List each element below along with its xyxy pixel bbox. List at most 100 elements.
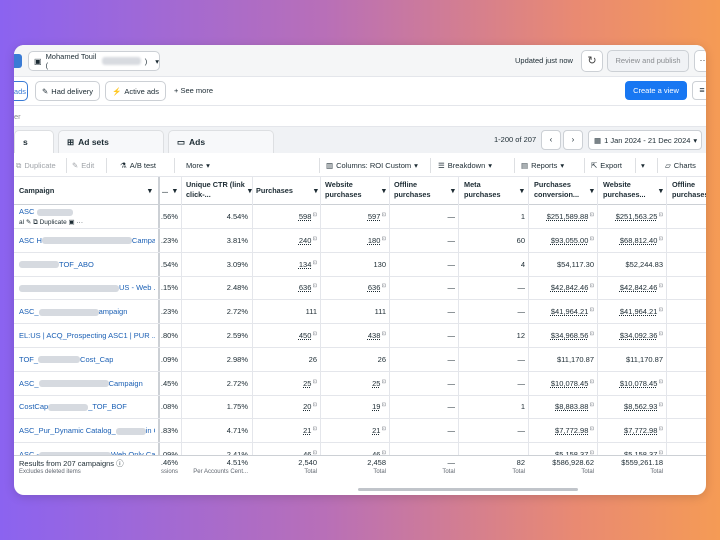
prev-page-button[interactable]: ‹ [541,130,561,150]
cell-value: $34,092.36 [619,331,658,340]
campaign-name[interactable]: EL:US | ACQ_Prospecting ASC1 | PUR ... [19,331,155,340]
sort-icon[interactable]: ▾ [520,186,524,195]
table-row[interactable]: ASC -Web Only Campaign.09%2.41%46 ⊡46 ⊡—… [14,443,706,455]
row-duplicate-button[interactable]: Duplicate [39,219,67,226]
campaign-name[interactable]: ASC H Campaign Web+... [19,236,155,245]
grid-icon: ⊞ [67,136,75,147]
sort-icon[interactable]: ▾ [148,186,152,195]
account-selector[interactable]: ▣ Mohamed Touil ( ) ▾ [28,51,160,71]
tab-ads[interactable]: ▭ Ads [168,130,274,153]
column-header-website-purchases[interactable]: Website purchases [325,180,362,199]
create-view-button[interactable]: Create a view [625,81,687,100]
sort-icon[interactable]: ▾ [248,186,252,195]
table-row[interactable]: TOF_ABO .54% 3.09% 134 ⊡ 130 — 4 $54,117.30 $52,… [14,253,706,277]
column-divider [458,177,459,455]
cell-web_value: $11,170.87 [602,355,663,364]
compare-icon[interactable]: ▣ [68,219,75,226]
tab-campaigns[interactable]: s [14,130,54,153]
table-row[interactable]: CostCap _TOF_BOF .08% 1.75% 20 ⊡ 19 ⊡ —1 $8,883… [14,395,706,420]
campaign-name[interactable]: ASC_ Campaign [19,379,143,388]
next-page-button[interactable]: › [563,130,583,150]
more-button[interactable]: More ▾ [186,157,210,174]
sort-icon[interactable]: ▾ [314,186,318,195]
refresh-button[interactable]: ↻ [581,50,603,72]
cell-offline: — [447,331,456,340]
sort-icon[interactable]: ▾ [173,186,177,195]
cell-offline: — [447,259,456,269]
cell-meta: — [517,450,526,455]
column-header-meta-purchases[interactable]: Meta purchases [464,180,501,199]
column-header-unique-ctr[interactable]: Unique CTR (link click-... [186,180,245,199]
cell-offline: — [447,450,456,455]
column-header-purchases[interactable]: Purchases [256,186,293,195]
columns-button[interactable]: ▥ Columns: ROI Custom ▾ [326,157,418,174]
campaign-name[interactable]: ASC - Web Only Campaign [19,450,155,455]
cell-value: $251,563.25 [615,212,658,221]
horizontal-scrollbar[interactable] [358,488,578,491]
duplicate-icon[interactable]: ⧉ [33,219,38,226]
sidebar-toggle[interactable] [14,54,22,68]
tab-ad-sets[interactable]: ⊞ Ad sets [58,130,164,153]
cell-value: 450 [298,331,312,340]
date-range-picker[interactable]: ▦ 1 Jan 2024 - 21 Dec 2024 ▾ [588,130,702,150]
row-more-button[interactable]: ··· [76,219,84,226]
table-row[interactable]: ASC HCampaign Web+....23%3.81%240 ⊡180 ⊡… [14,229,706,253]
cell-ctr: 2.72% [226,378,248,388]
charts-button[interactable]: ▱ Charts [665,157,696,174]
more-options-button[interactable]: ··· [694,50,706,72]
ab-test-label: A/B test [129,161,156,170]
export-button[interactable]: ⇱ Export [591,157,622,174]
column-header-offline-purchases[interactable]: Offline purchases [394,180,431,199]
chevron-down-icon: ▾ [693,135,698,145]
redacted-text [48,403,89,411]
export-icon: ⇱ [591,161,598,170]
review-publish-button[interactable]: Review and publish [607,50,689,72]
reports-button[interactable]: ▤ Reports ▾ [521,157,564,174]
ab-test-button[interactable]: ⚗ A/B test [120,157,156,174]
info-marker-icon: ⊡ [311,450,317,455]
info-marker-icon: ⊡ [657,450,663,455]
sort-icon[interactable]: ▾ [382,186,386,195]
edit-button[interactable]: ✎ Edit [72,157,94,174]
sort-icon[interactable]: ▾ [451,186,455,195]
table-row[interactable]: ASC_ ampaign .23% 2.72% 111 111 — — $41,964.21 ⊡… [14,300,706,325]
column-header-website-purchases-value[interactable]: Website purchases... [603,180,646,199]
view-settings-button[interactable]: ≡ [692,81,706,100]
table-row[interactable]: EL:US | ACQ_Prospecting ASC1 | PUR ... .8… [14,324,706,348]
campaign-name[interactable]: ASC_ ampaign [19,307,127,316]
cell-meta: 1 [520,402,525,412]
search-filter-input[interactable]: er [14,105,706,127]
column-header-partial[interactable]: ... [162,186,169,195]
pencil-icon[interactable]: ✎ [25,219,32,226]
column-header-offline-purchases-2[interactable]: Offline purchases [672,180,706,199]
campaign-name[interactable]: US - Web ... [19,283,155,292]
export-menu-button[interactable]: ▾ [641,157,645,174]
breakdown-label: Breakdown [447,161,486,170]
table-row[interactable]: TOF_ Cost_Cap .09% 2.98% 26 26 — — $11,170.87 $11… [14,348,706,372]
results-summary: Results from 207 campaigns ⓘ [19,458,124,469]
sort-icon[interactable]: ▾ [659,186,663,195]
filter-chip-ads[interactable]: ads [14,81,28,101]
duplicate-button[interactable]: ⧉ Duplicate [16,157,56,174]
sort-icon[interactable]: ▾ [590,186,594,195]
campaign-name[interactable]: ASC_Pur_Dynamic Catalog_ in C... [19,426,155,435]
table-row[interactable]: ASC_Pur_Dynamic Catalog_ in C... .83% 4.71%… [14,419,706,444]
see-more-button[interactable]: + See more [174,86,213,95]
campaign-name[interactable]: TOF_ABO [19,260,94,269]
table-row[interactable]: US - Web ....15%2.48%636 ⊡636 ⊡——$42,842… [14,276,706,301]
filter-chip-had-delivery[interactable]: ✎ Had delivery [35,81,100,101]
table-row[interactable]: ASC al ✎ ⧉ Duplicate ▣ ··· .56% 4.54% 598 ⊡… [14,205,706,229]
column-header-purchases-conversion[interactable]: Purchases conversion... [534,180,580,199]
info-icon: ⓘ [116,459,124,468]
campaign-name-tail: Web Only Campaign [111,450,155,455]
campaign-name[interactable]: CostCap _TOF_BOF [19,402,127,411]
column-header-campaign[interactable]: Campaign [19,186,55,195]
breakdown-button[interactable]: ☰ Breakdown ▾ [438,157,492,174]
campaign-name[interactable]: TOF_ Cost_Cap [19,355,113,364]
filter-chip-active-ads[interactable]: ⚡ Active ads [105,81,166,101]
cell-partial: .54% [160,259,178,269]
cell-partial: .08% [160,402,178,412]
cell-partial: .09% [160,450,178,455]
table-row[interactable]: ASC_ Campaign .45% 2.72% 25 ⊡ 25 ⊡ — — $10,078.4… [14,372,706,396]
campaign-name[interactable]: ASC [19,207,73,216]
